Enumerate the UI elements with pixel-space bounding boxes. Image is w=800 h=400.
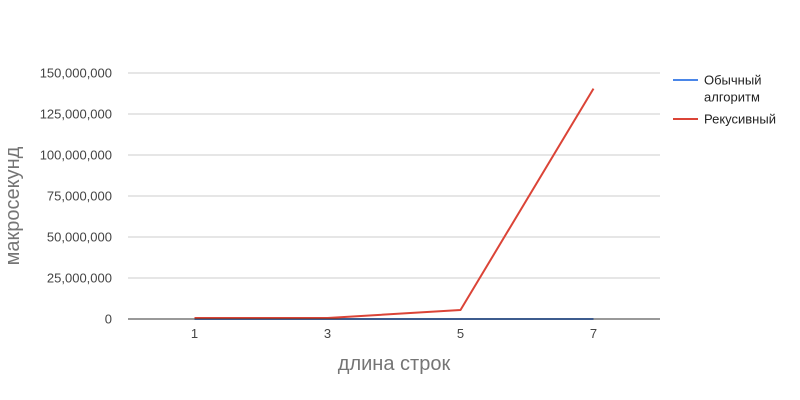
legend-label: Рекусивный bbox=[704, 112, 776, 127]
x-tick-label: 3 bbox=[324, 326, 331, 341]
y-tick-label: 0 bbox=[105, 312, 112, 327]
y-tick-label: 25,000,000 bbox=[47, 271, 112, 286]
gridlines bbox=[128, 72, 660, 279]
series-line-2 bbox=[194, 88, 595, 320]
x-tick-label: 5 bbox=[457, 326, 464, 341]
y-tick-label: 75,000,000 bbox=[47, 189, 112, 204]
y-tick-label: 50,000,000 bbox=[47, 230, 112, 245]
series-lines bbox=[194, 88, 595, 320]
y-axis-title: макросекунд bbox=[2, 146, 24, 265]
y-tick-label: 150,000,000 bbox=[40, 66, 112, 81]
x-axis-title: длина строк bbox=[338, 353, 451, 375]
x-axis-ticks: 1 3 5 7 bbox=[191, 326, 597, 341]
legend-label: Обычный алгоритм bbox=[704, 73, 761, 105]
x-tick-label: 7 bbox=[590, 326, 597, 341]
x-tick-label: 1 bbox=[191, 326, 198, 341]
y-tick-label: 100,000,000 bbox=[40, 148, 112, 163]
y-tick-label: 125,000,000 bbox=[40, 107, 112, 122]
legend: Обычный алгоритм Рекусивный bbox=[673, 73, 776, 127]
y-axis-ticks: 0 25,000,000 50,000,000 75,000,000 100,000,0… bbox=[40, 66, 112, 327]
